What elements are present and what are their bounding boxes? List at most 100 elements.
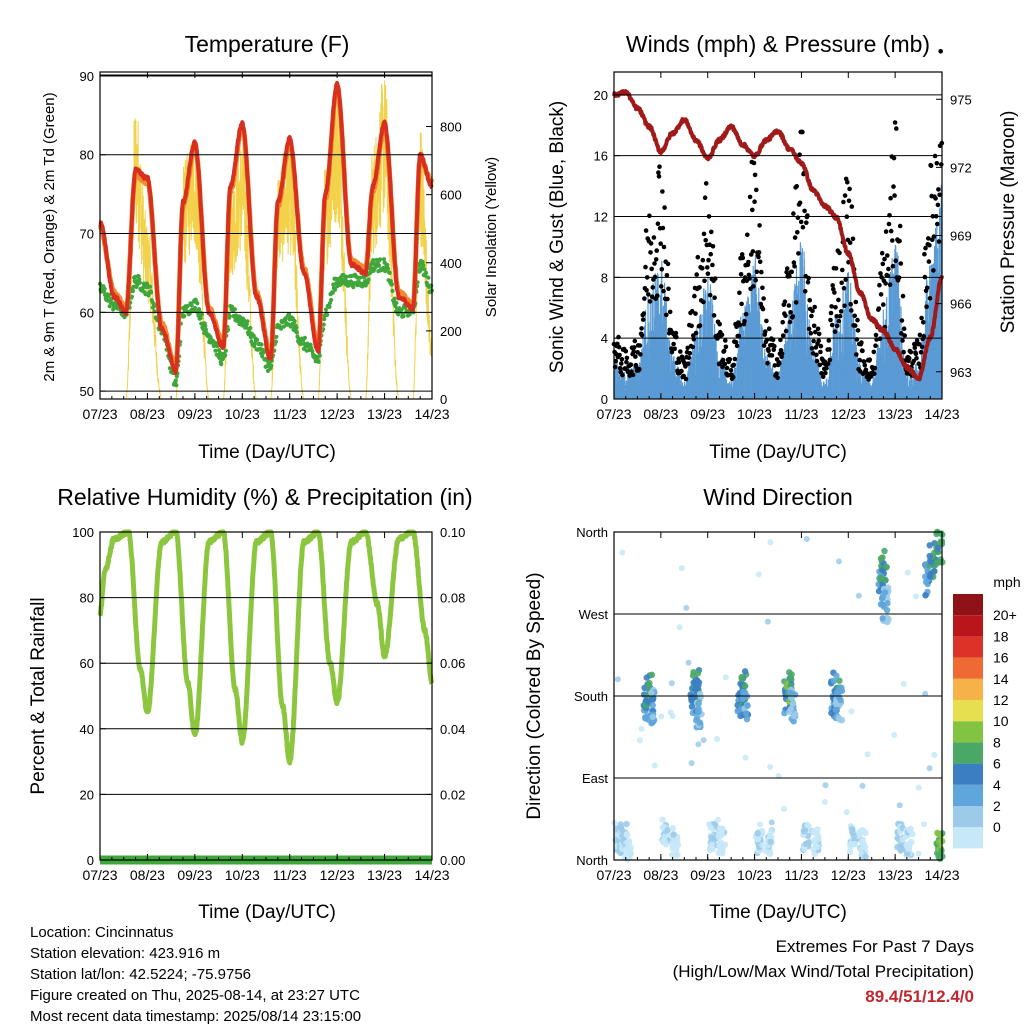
direction-point <box>648 671 656 678</box>
humidity-y2tick-label: 0.06 <box>440 656 465 671</box>
direction-point <box>708 834 715 841</box>
gust-point <box>890 238 895 243</box>
gust-point <box>771 347 776 353</box>
gust-point <box>760 285 765 291</box>
winds-y2tick-label: 972 <box>950 160 972 175</box>
gust-point <box>837 250 842 256</box>
gust-point <box>818 349 823 355</box>
gust-point <box>739 252 745 257</box>
humidity-xtick-label: 11/23 <box>273 867 307 883</box>
winds-axes: 07/23 08/23 09/23 10/23 11/23 12/23 13/23 14/23… <box>594 71 972 422</box>
temperature-ytick-label: 60 <box>80 305 94 320</box>
direction-point <box>859 828 866 835</box>
direction-point <box>649 713 656 721</box>
gust-point <box>828 317 833 323</box>
gust-point <box>772 363 778 368</box>
temperature-axes: 07/23 08/23 09/23 10/23 11/23 12/23 13/23 14/23… <box>80 69 462 422</box>
direction-point <box>847 841 854 848</box>
gust-point <box>754 187 759 193</box>
direction-point <box>790 718 797 725</box>
gust-point <box>761 296 766 301</box>
gust-point <box>702 195 708 200</box>
dewpoint-point <box>255 337 260 342</box>
gust-point <box>747 194 753 200</box>
dewpoint-point <box>302 335 307 340</box>
gust-point <box>795 230 800 235</box>
gust-point <box>900 338 905 343</box>
direction-point <box>843 809 850 816</box>
gust-point <box>679 368 684 374</box>
gust-point <box>745 232 750 238</box>
direction-point <box>619 549 626 556</box>
gust-point <box>674 334 679 340</box>
gust-point <box>881 302 886 307</box>
gust-point <box>632 338 638 344</box>
humidity-xtick-label: 14/23 <box>414 867 449 883</box>
gust-point <box>852 313 857 319</box>
gust-point <box>853 299 859 305</box>
dewpoint-point <box>329 297 334 303</box>
temperature-ytick-label: 80 <box>80 148 94 163</box>
gust-point <box>780 333 786 338</box>
gust-point <box>730 374 736 380</box>
gust-point <box>893 258 898 264</box>
dewpoint-point <box>137 280 142 285</box>
direction-point <box>848 708 855 715</box>
winds-ytick-label: 4 <box>601 331 608 346</box>
speed-legend-label: 16 <box>993 650 1009 666</box>
dewpoint-point <box>298 342 303 347</box>
gust-point <box>690 344 695 350</box>
humidity-xlabel: Time (Day/UTC) <box>198 902 336 923</box>
gust-point <box>617 352 622 358</box>
dewpoint-point <box>260 354 265 359</box>
gust-point <box>833 266 839 271</box>
gust-point <box>806 326 812 332</box>
dewpoint-point <box>102 286 107 291</box>
gust-point <box>850 236 856 242</box>
gust-point <box>756 250 762 255</box>
speed-legend-swatch <box>953 721 983 743</box>
gust-point <box>919 344 925 350</box>
direction-point <box>767 764 774 770</box>
gust-point <box>922 251 927 257</box>
gust-point <box>619 361 624 366</box>
gust-point <box>906 355 912 361</box>
gust-point <box>797 200 803 206</box>
dewpoint-point <box>223 353 228 358</box>
gust-point <box>750 207 755 213</box>
direction-point <box>754 830 761 837</box>
direction-point <box>881 547 888 555</box>
gust-point <box>898 261 904 266</box>
gust-point <box>814 352 819 358</box>
dewpoint-point <box>421 263 426 268</box>
gust-point <box>639 326 644 331</box>
gust-point <box>746 259 751 265</box>
gust-point <box>816 331 822 337</box>
direction-point <box>683 604 690 611</box>
direction-point <box>864 751 871 758</box>
temperature-y2tick-label: 200 <box>440 324 462 339</box>
direction-point <box>694 670 702 677</box>
dewpoint-point <box>195 301 200 306</box>
direction-point <box>767 838 774 846</box>
gust-point <box>808 331 814 336</box>
gust-point <box>914 338 920 343</box>
direction-point <box>802 840 809 848</box>
gust-point <box>616 334 621 340</box>
direction-point <box>836 677 843 684</box>
temperature-xtick-label: 12/23 <box>320 406 355 422</box>
dewpoint-point <box>185 304 190 309</box>
direction-xtick-label: 07/23 <box>596 867 631 883</box>
dewpoint-point <box>351 285 356 290</box>
direction-point <box>851 840 858 848</box>
gust-point <box>710 244 716 249</box>
direction-point <box>927 558 934 565</box>
speed-legend-swatch <box>953 784 983 806</box>
dewpoint-point <box>182 313 187 319</box>
gust-point <box>616 344 622 350</box>
gust-point <box>686 355 692 361</box>
gust-point <box>798 219 804 225</box>
gust-point <box>886 266 891 272</box>
gust-point <box>643 228 649 233</box>
gust-point <box>806 275 811 281</box>
